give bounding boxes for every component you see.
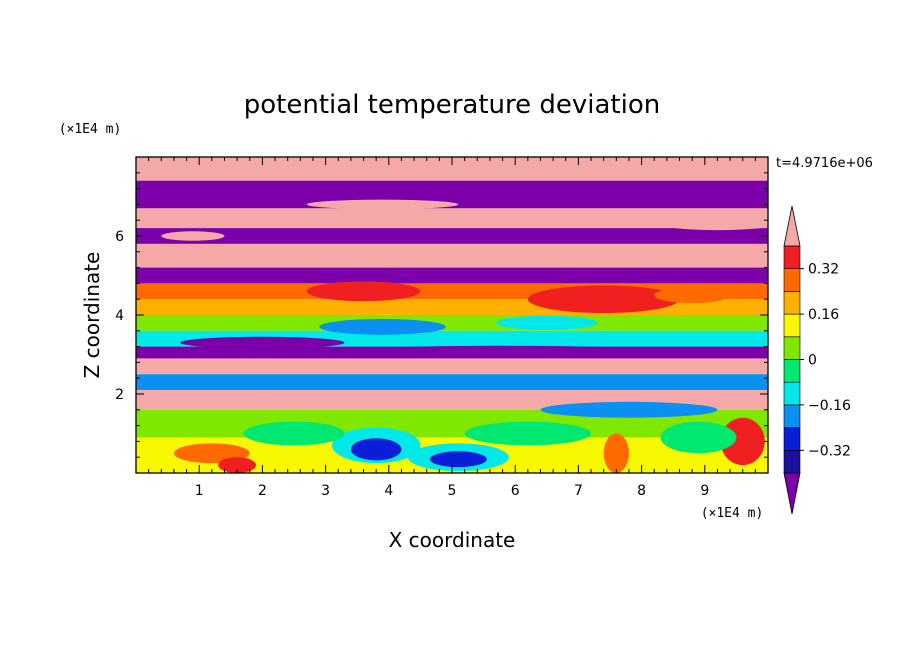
y-axis-label: Z coordinate: [80, 252, 104, 379]
field-band-5: [136, 267, 768, 284]
field-anomaly-5: [180, 336, 345, 349]
field-band-0: [136, 157, 768, 181]
field-anomaly-22: [660, 218, 768, 231]
field-band-2: [136, 208, 768, 229]
plot-area: [136, 157, 768, 473]
field-anomaly-17: [660, 421, 737, 454]
field-band-4: [136, 243, 768, 268]
colorbar-swatch: [783, 291, 801, 315]
colorbar-swatch: [783, 359, 801, 383]
y-tick-label: 6: [115, 229, 124, 245]
time-label: t=4.9716e+06: [776, 156, 873, 171]
colorbar-swatch: [783, 404, 801, 428]
colorbar-swatch: [783, 381, 801, 406]
field-anomaly-3: [319, 318, 446, 335]
x-axis-unit: (×1E4 m): [701, 506, 764, 521]
colorbar-label: 0.32: [808, 262, 839, 278]
x-tick-label: 1: [195, 483, 204, 499]
colorbar-swatch: [783, 313, 801, 338]
colorbar-swatch: [783, 268, 801, 292]
field-anomaly-10: [350, 438, 402, 461]
field-band-8: [136, 315, 768, 331]
field-anomaly-4: [496, 315, 598, 331]
field-anomaly-16: [720, 417, 765, 466]
x-axis-label: X coordinate: [389, 528, 516, 552]
x-tick-label: 4: [384, 483, 393, 499]
colorbar-label: 0.16: [808, 307, 839, 323]
field-anomaly-1: [306, 281, 421, 302]
field-band-3: [136, 228, 768, 244]
colorbar-swatch: [783, 449, 801, 474]
x-tick-label: 3: [321, 483, 330, 499]
field-anomaly-18: [464, 421, 592, 446]
field-anomaly-12: [429, 451, 487, 468]
field-anomaly-20: [161, 231, 225, 241]
colorbar-under-arrow: [783, 472, 801, 515]
colorbar-swatch: [783, 336, 801, 360]
y-axis-unit: (×1E4 m): [59, 122, 122, 137]
colorbar-swatch: [783, 427, 801, 451]
x-axis: 1 2 3 4 5 6 7 8 9: [148, 157, 756, 499]
field-anomaly-21: [306, 199, 459, 210]
colorbar-label: −0.32: [808, 443, 851, 459]
field-anomaly-14: [218, 457, 257, 473]
x-tick-label: 6: [511, 483, 520, 499]
field-anomaly-2: [654, 287, 731, 304]
colorbar-over-arrow: [783, 205, 801, 247]
chart-title: potential temperature deviation: [244, 90, 660, 120]
x-tick-label: 8: [637, 483, 646, 499]
x-tick-label: 2: [258, 483, 267, 499]
field-anomaly-19: [243, 421, 345, 446]
y-tick-label: 2: [115, 387, 124, 403]
x-tick-label: 5: [448, 483, 457, 499]
y-axis: 2 4 6: [115, 172, 768, 458]
x-tick-label: 7: [574, 483, 583, 499]
field-anomaly-15: [603, 433, 629, 473]
x-tick-label: 9: [700, 483, 709, 499]
colorbar-swatch: [783, 245, 801, 270]
field-anomaly-7: [306, 360, 509, 372]
field-anomaly-6: [350, 345, 655, 356]
colorbar-label: 0: [808, 353, 817, 369]
field-anomaly-8: [540, 401, 718, 418]
field-band-12: [136, 374, 768, 391]
colorbar: 0.32 0.16 0 −0.16 −0.32: [783, 205, 851, 515]
field-anomaly-0: [527, 285, 680, 314]
colorbar-label: −0.16: [808, 398, 851, 414]
y-tick-label: 4: [115, 308, 124, 324]
